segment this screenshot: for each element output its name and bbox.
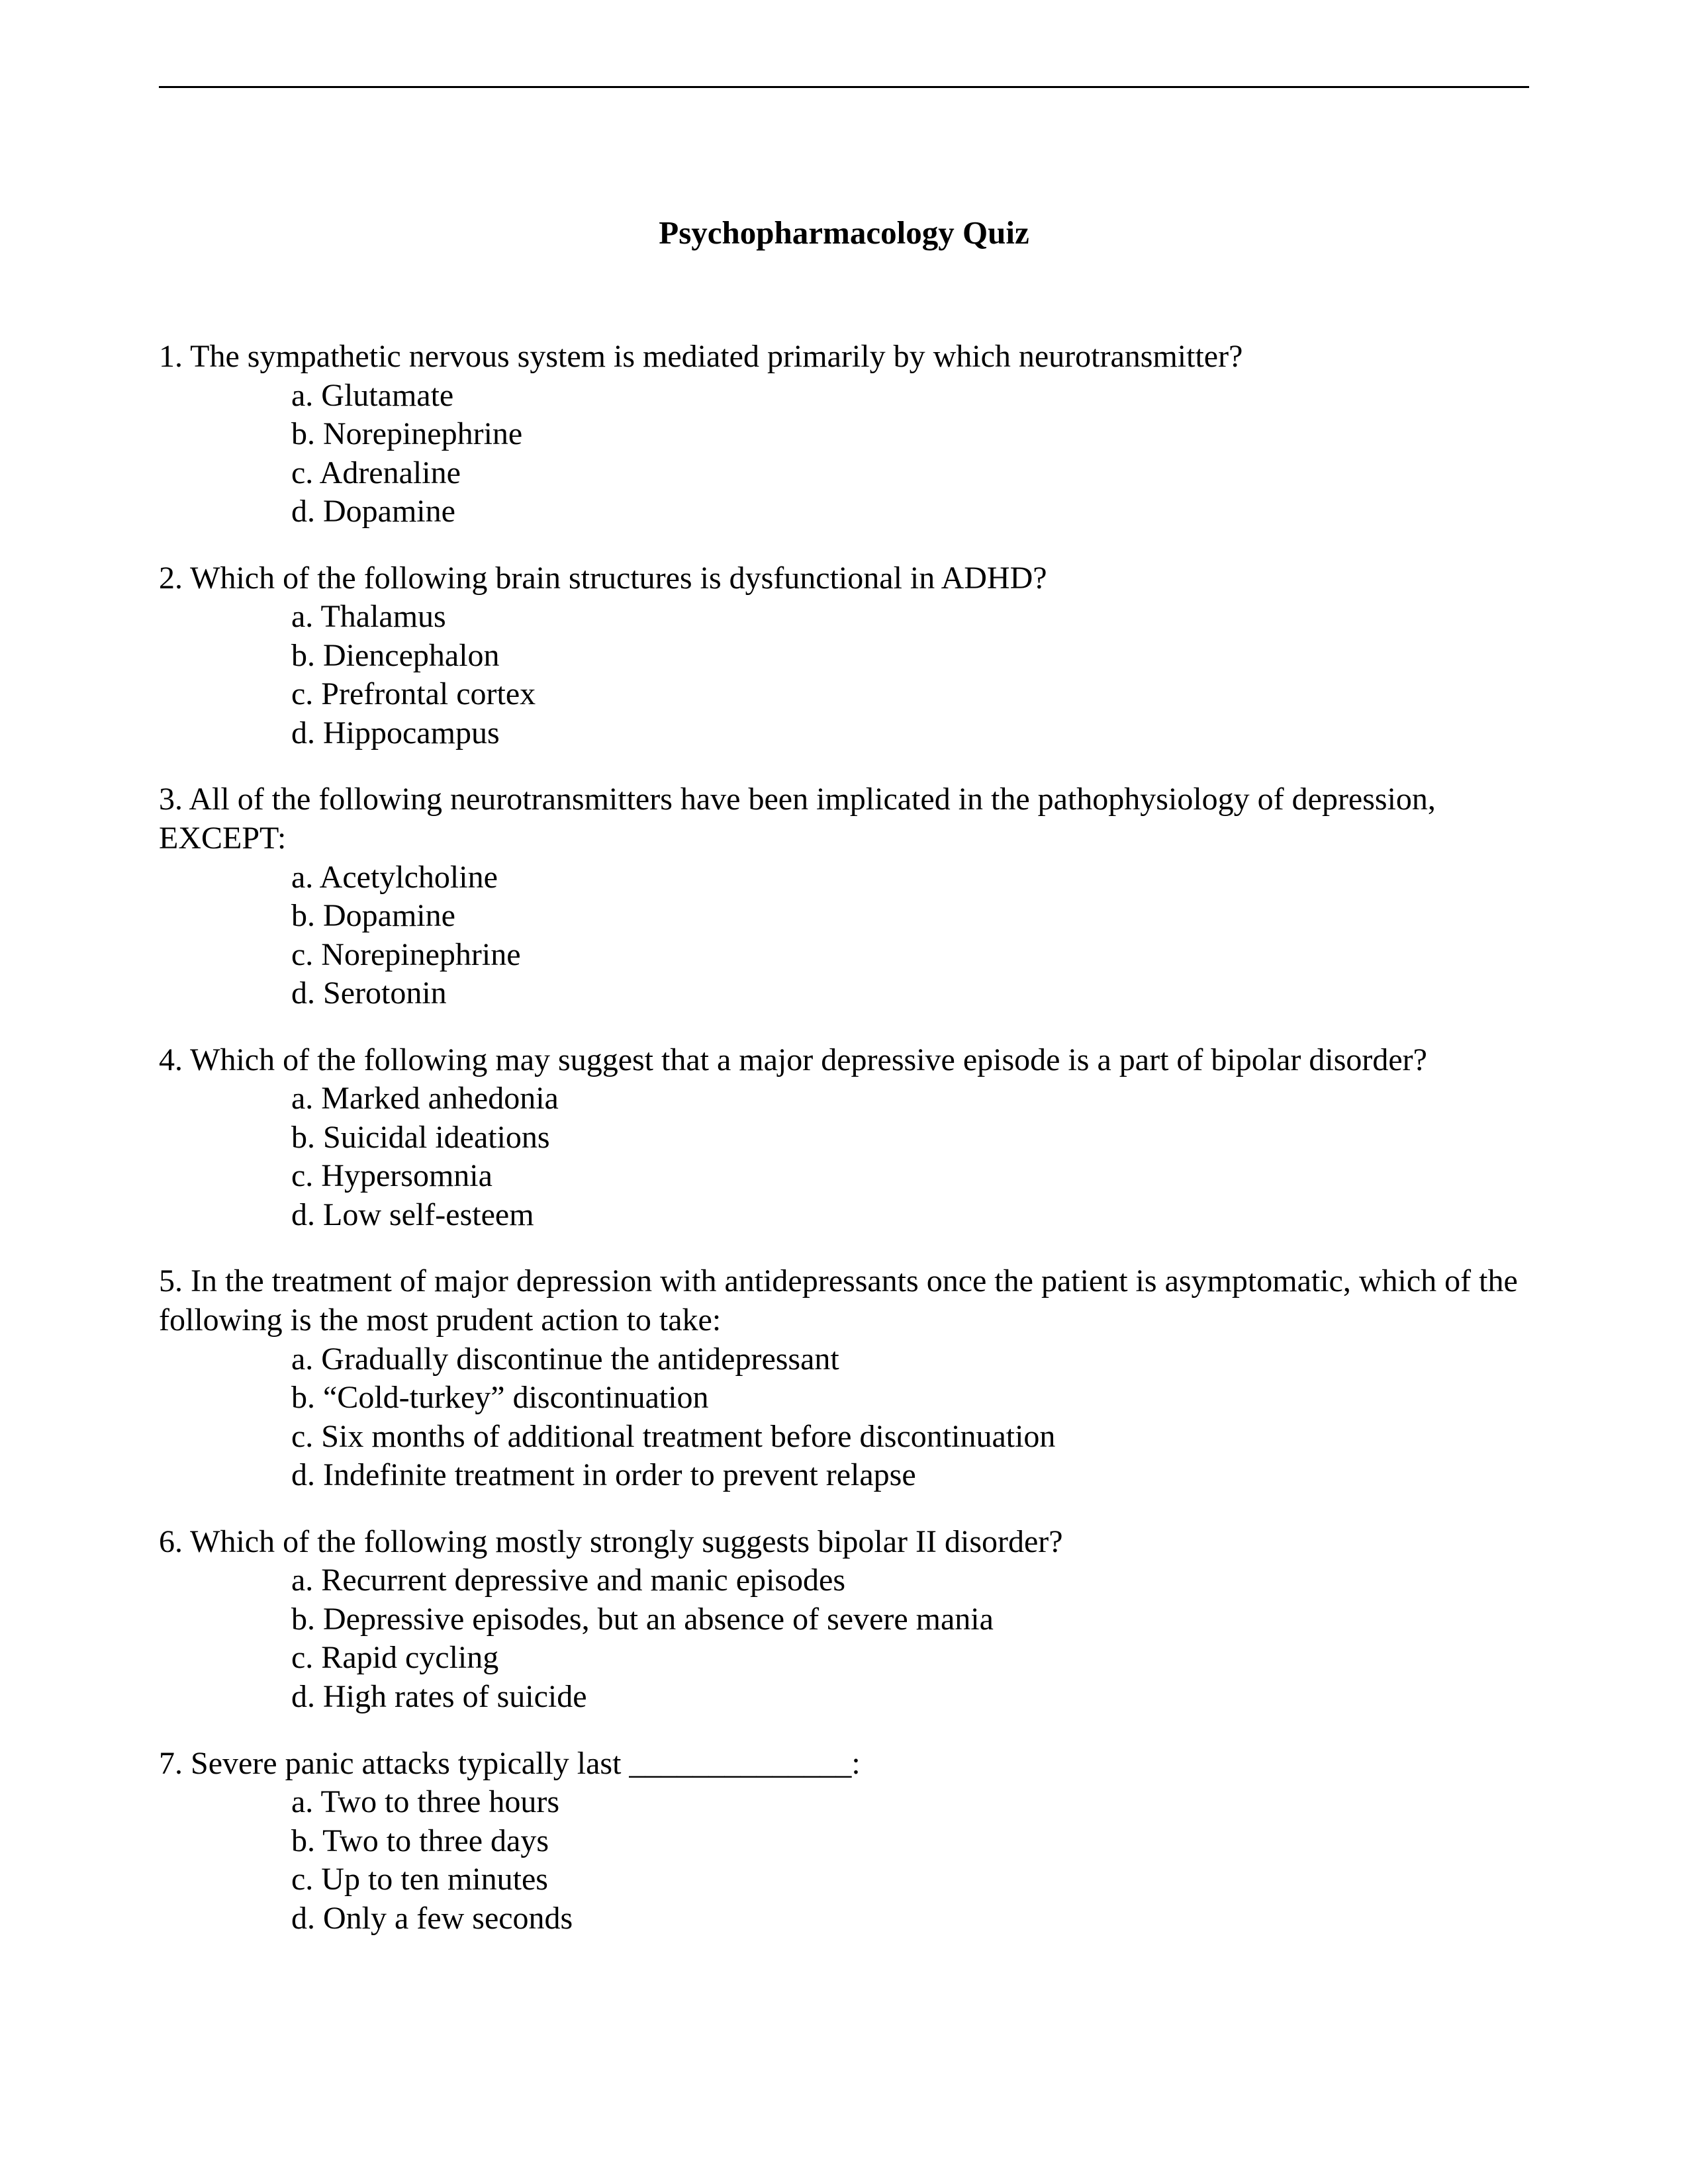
option: c. Adrenaline	[291, 454, 1529, 493]
options-list: a. Acetylcholine b. Dopamine c. Norepine…	[159, 858, 1529, 1013]
question-block: 5. In the treatment of major depression …	[159, 1262, 1529, 1494]
option: c. Six months of additional treatment be…	[291, 1418, 1529, 1457]
question-text: 3. All of the following neurotransmitter…	[159, 780, 1529, 858]
question-number: 7.	[159, 1746, 183, 1781]
option: b. Depressive episodes, but an absence o…	[291, 1600, 1529, 1639]
question-text: 1. The sympathetic nervous system is med…	[159, 338, 1529, 377]
option: b. “Cold-turkey” discontinuation	[291, 1379, 1529, 1418]
question-block: 3. All of the following neurotransmitter…	[159, 780, 1529, 1013]
question-text: 4. Which of the following may suggest th…	[159, 1041, 1529, 1080]
question-stem: Which of the following may suggest that …	[190, 1042, 1427, 1077]
question-stem: The sympathetic nervous system is mediat…	[190, 339, 1243, 374]
option: d. Low self-esteem	[291, 1196, 1529, 1235]
question-block: 4. Which of the following may suggest th…	[159, 1041, 1529, 1235]
option: a. Thalamus	[291, 598, 1529, 637]
question-number: 2.	[159, 561, 183, 596]
options-list: a. Gradually discontinue the antidepress…	[159, 1340, 1529, 1495]
question-number: 3.	[159, 782, 183, 817]
question-text: 2. Which of the following brain structur…	[159, 559, 1529, 598]
top-divider	[159, 86, 1529, 88]
quiz-title: Psychopharmacology Quiz	[159, 214, 1529, 251]
options-list: a. Two to three hours b. Two to three da…	[159, 1783, 1529, 1938]
option: c. Prefrontal cortex	[291, 675, 1529, 714]
option: d. Indefinite treatment in order to prev…	[291, 1456, 1529, 1495]
question-stem: Which of the following mostly strongly s…	[190, 1524, 1062, 1559]
question-text: 5. In the treatment of major depression …	[159, 1262, 1529, 1340]
question-number: 6.	[159, 1524, 183, 1559]
option: d. Only a few seconds	[291, 1899, 1529, 1938]
option: a. Acetylcholine	[291, 858, 1529, 897]
options-list: a. Marked anhedonia b. Suicidal ideation…	[159, 1079, 1529, 1234]
option: c. Rapid cycling	[291, 1639, 1529, 1678]
question-text: 7. Severe panic attacks typically last _…	[159, 1745, 1529, 1784]
option: a. Gradually discontinue the antidepress…	[291, 1340, 1529, 1379]
option: d. Serotonin	[291, 974, 1529, 1013]
question-text: 6. Which of the following mostly strongl…	[159, 1523, 1529, 1562]
question-block: 2. Which of the following brain structur…	[159, 559, 1529, 753]
question-stem: Which of the following brain structures …	[190, 561, 1047, 596]
option: d. Hippocampus	[291, 714, 1529, 753]
option: b. Norepinephrine	[291, 415, 1529, 454]
options-list: a. Recurrent depressive and manic episod…	[159, 1561, 1529, 1716]
question-number: 1.	[159, 339, 183, 374]
option: a. Marked anhedonia	[291, 1079, 1529, 1118]
option: a. Recurrent depressive and manic episod…	[291, 1561, 1529, 1600]
options-list: a. Glutamate b. Norepinephrine c. Adrena…	[159, 377, 1529, 531]
question-stem: Severe panic attacks typically last ____…	[191, 1746, 861, 1781]
question-stem: In the treatment of major depression wit…	[159, 1263, 1518, 1338]
option: c. Norepinephrine	[291, 936, 1529, 975]
option: d. High rates of suicide	[291, 1678, 1529, 1717]
option: a. Two to three hours	[291, 1783, 1529, 1822]
question-block: 1. The sympathetic nervous system is med…	[159, 338, 1529, 531]
option: b. Suicidal ideations	[291, 1118, 1529, 1158]
question-block: 6. Which of the following mostly strongl…	[159, 1523, 1529, 1717]
option: b. Dopamine	[291, 897, 1529, 936]
option: d. Dopamine	[291, 492, 1529, 531]
question-block: 7. Severe panic attacks typically last _…	[159, 1745, 1529, 1938]
option: c. Up to ten minutes	[291, 1860, 1529, 1899]
options-list: a. Thalamus b. Diencephalon c. Prefronta…	[159, 598, 1529, 752]
question-number: 4.	[159, 1042, 183, 1077]
option: a. Glutamate	[291, 377, 1529, 416]
option: b. Two to three days	[291, 1822, 1529, 1861]
question-stem: All of the following neurotransmitters h…	[159, 782, 1436, 856]
question-number: 5.	[159, 1263, 183, 1298]
option: c. Hypersomnia	[291, 1157, 1529, 1196]
option: b. Diencephalon	[291, 637, 1529, 676]
